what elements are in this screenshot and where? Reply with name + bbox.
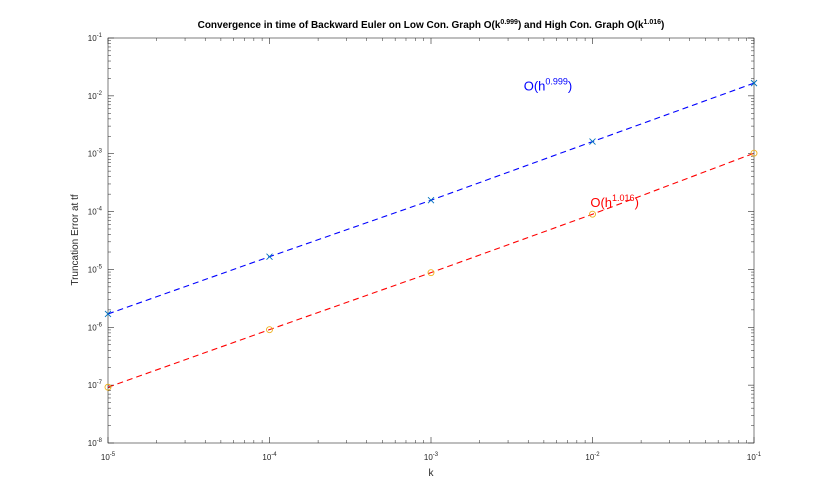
x-tick-label-exp: -3 — [433, 452, 439, 458]
x-tick-label-exp: -1 — [756, 452, 762, 458]
chart-title: Convergence in time of Backward Euler on… — [198, 19, 665, 31]
x-tick-label: 10-3 — [424, 452, 439, 462]
y-tick-label: 10-8 — [88, 438, 103, 448]
series-2-point — [266, 326, 273, 334]
annotation-2: O(h1.016) — [590, 193, 639, 210]
chart-title-exp2: 1.016 — [644, 19, 662, 26]
x-axis-label: k — [429, 468, 435, 479]
y-tick-label-base: 10 — [88, 439, 97, 448]
annotation-exp: 1.016 — [612, 193, 635, 203]
annotation-base: O(h — [524, 78, 546, 93]
x-tick-label-exp: -2 — [594, 452, 600, 458]
series-1-point — [104, 310, 112, 318]
y-axis-label: Truncation Error at tf — [70, 194, 81, 286]
series-2-point — [104, 383, 112, 391]
series-layer — [104, 79, 758, 391]
y-tick-label: 10-3 — [88, 149, 103, 159]
y-tick-label-exp: -6 — [97, 322, 103, 328]
y-tick-label: 10-1 — [88, 33, 103, 43]
annotation-close: ) — [635, 195, 639, 210]
y-tick-label-base: 10 — [88, 92, 97, 101]
y-tick-label-base: 10 — [88, 208, 97, 217]
x-tick-label: 10-2 — [585, 452, 600, 462]
annotation-1: O(h0.999) — [524, 76, 573, 93]
x-tick-label: 10-1 — [747, 452, 762, 462]
chart-title-suffix: ) — [661, 20, 664, 31]
y-tick-label-base: 10 — [88, 381, 97, 390]
x-tick-label-exp: -4 — [271, 452, 277, 458]
y-tick-label-base: 10 — [88, 323, 97, 332]
series-2-line — [107, 152, 755, 388]
x-tick-label-base: 10 — [262, 453, 271, 462]
x-tick-label-base: 10 — [101, 453, 110, 462]
series-1-point — [427, 196, 435, 204]
annotation-exp: 0.999 — [545, 76, 568, 86]
annotation-base: O(h — [590, 195, 612, 210]
y-tick-label: 10-7 — [88, 380, 103, 390]
y-tick-label: 10-6 — [88, 322, 103, 332]
series-1-point — [266, 253, 273, 261]
y-tick-label-exp: -5 — [97, 264, 103, 270]
y-tick-label-exp: -2 — [97, 91, 103, 97]
y-tick-label-base: 10 — [88, 150, 97, 159]
plot-area — [107, 37, 755, 444]
series-1-point — [589, 138, 596, 145]
y-tick-label-exp: -8 — [97, 438, 103, 444]
chart-title-middle: ) and High Con. Graph O(k — [518, 20, 644, 31]
y-tick-label-exp: -3 — [97, 149, 103, 155]
series-2-point — [427, 269, 435, 277]
x-tick-label: 10-4 — [262, 452, 277, 462]
y-tick-label-base: 10 — [88, 265, 97, 274]
y-tick-label: 10-2 — [88, 91, 103, 101]
y-tick-label-base: 10 — [88, 34, 97, 43]
series-2-point — [750, 149, 758, 157]
y-tick-label-exp: -4 — [97, 207, 103, 213]
series-1-point — [750, 79, 758, 87]
x-tick-label-base: 10 — [424, 453, 433, 462]
chart-title-prefix: Convergence in time of Backward Euler on… — [198, 20, 501, 31]
x-tick-label-base: 10 — [747, 453, 756, 462]
annotation-close: ) — [568, 78, 572, 93]
y-tick-label-exp: -1 — [97, 33, 103, 39]
x-tick-label: 10-5 — [101, 452, 116, 462]
x-tick-label-exp: -5 — [110, 452, 116, 458]
y-tick-label-exp: -7 — [97, 380, 103, 386]
annotations-layer: O(h0.999)O(h1.016) — [524, 76, 639, 210]
chart-title-exp1: 0.999 — [500, 19, 518, 26]
y-tick-label: 10-4 — [88, 207, 103, 217]
x-tick-label-base: 10 — [585, 453, 594, 462]
y-tick-label: 10-5 — [88, 264, 103, 274]
series-2-point — [589, 210, 596, 218]
